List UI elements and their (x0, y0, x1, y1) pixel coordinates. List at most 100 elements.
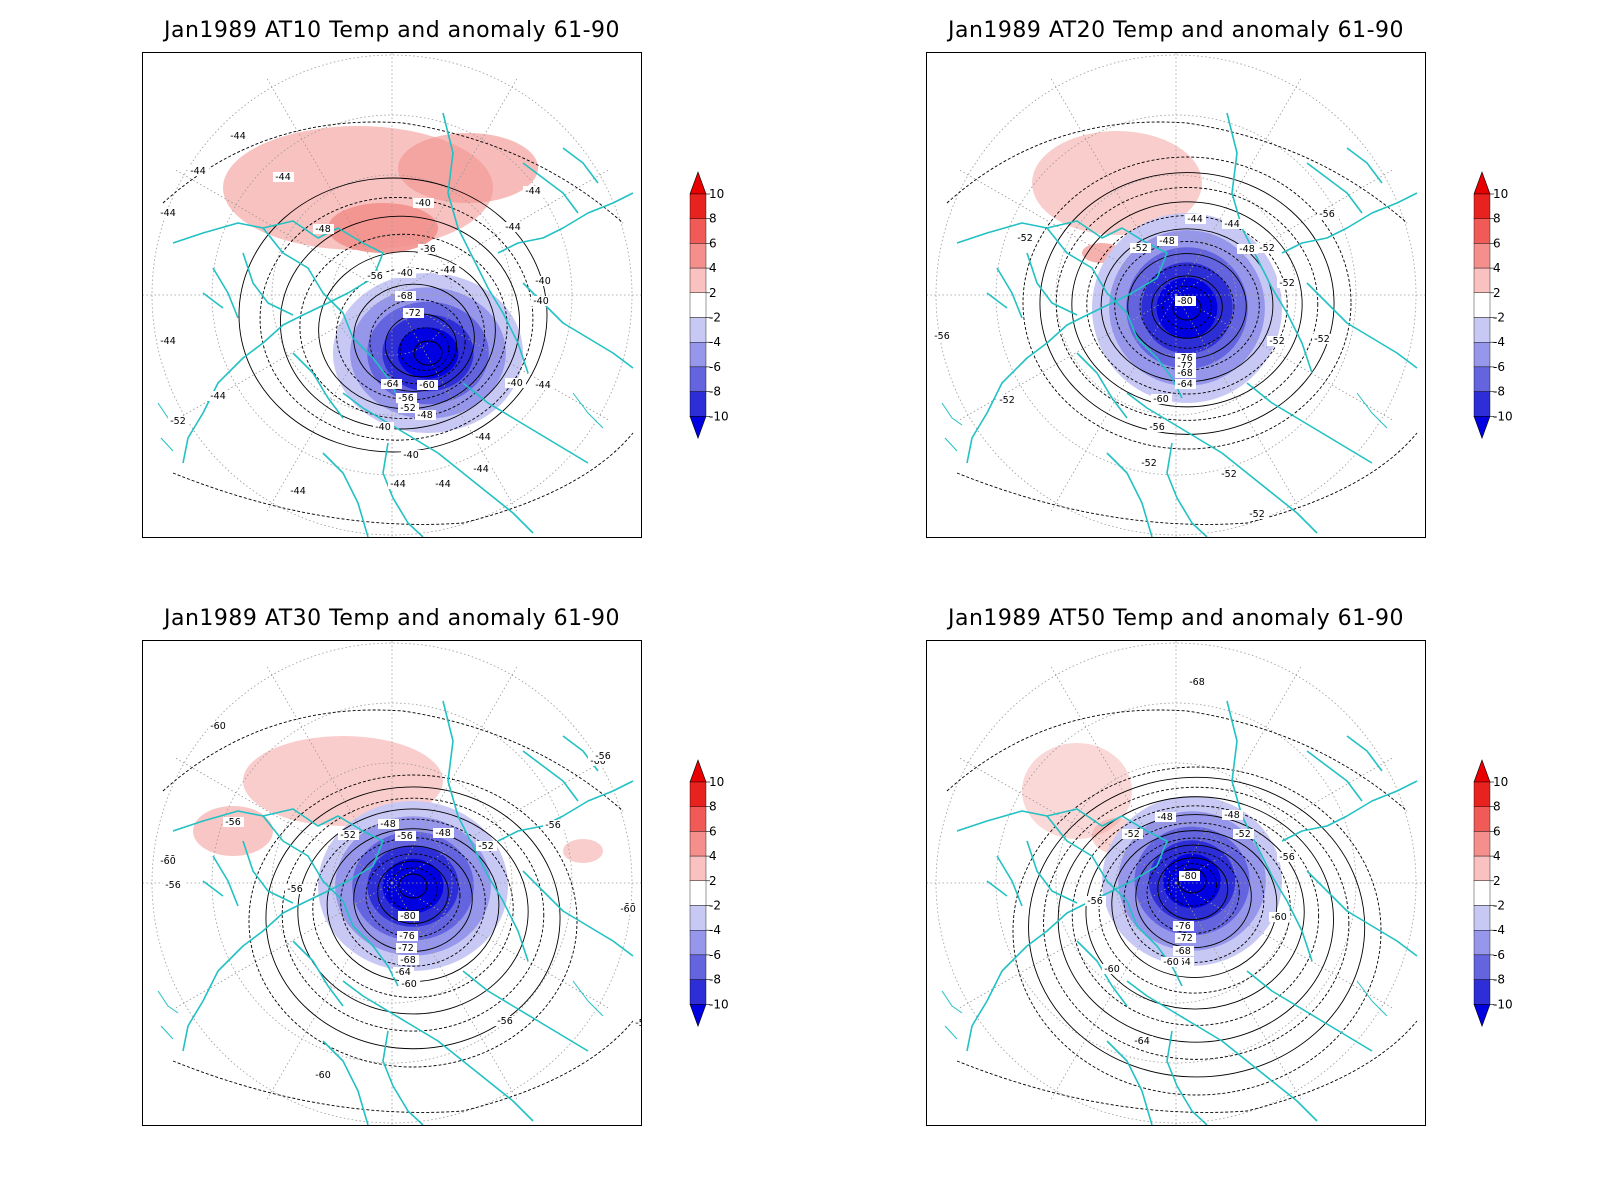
contour-label: -48 (435, 828, 451, 839)
colorbar-tick-label: -2 (709, 311, 721, 325)
colorbar-tick-label: -6 (1493, 360, 1505, 374)
colorbar-tick-label: -4 (1493, 923, 1505, 937)
contour-label: -52 (1017, 233, 1033, 244)
colorbar-tick-label: 4 (1493, 849, 1501, 863)
contour-label: -56 (497, 1016, 513, 1027)
colorbar-under-triangle (689, 1004, 707, 1028)
contour-label-bg (471, 464, 492, 474)
contour-label: -48 (1159, 236, 1175, 247)
contour-label: -64 (1134, 1036, 1150, 1047)
contour-label: -60 (1153, 394, 1169, 405)
contour-label: -52 (1279, 278, 1295, 289)
contour-label-bg (158, 856, 179, 866)
panel-title: Jan1989 AT50 Temp and anomaly 61-90 (947, 606, 1405, 631)
colorbar-segment (1473, 243, 1491, 269)
colorbar-tick-label: -6 (1493, 948, 1505, 962)
contour-label: -44 (275, 172, 291, 183)
contour-label: -52 (1249, 509, 1265, 520)
contour-label: -36 (420, 244, 436, 255)
contour-label-bg (533, 276, 554, 286)
contour-label: -80 (400, 911, 416, 922)
contour-label-bg (395, 291, 416, 301)
contour-label-bg (1277, 278, 1298, 288)
panel-title: Jan1989 AT30 Temp and anomaly 61-90 (163, 606, 621, 631)
map-svg: -60-60-60-56-52-48-56-48-52-56-56-60-56-… (143, 641, 641, 1125)
contour-label: -52 (1314, 334, 1330, 345)
contour-label-bg (495, 1016, 516, 1026)
contour-label: -48 (1224, 810, 1240, 821)
colorbar-tick-label: 4 (709, 849, 717, 863)
contour-label-bg (1173, 957, 1194, 967)
colorbar-segment (1473, 929, 1491, 956)
contour-label: -56 (545, 820, 561, 831)
contour-label-bg (313, 224, 334, 234)
contour-label: -72 (1177, 361, 1193, 372)
colorbar-segment (689, 929, 707, 956)
colorbar-over-triangle (1473, 759, 1491, 783)
contour-label-bg (505, 378, 526, 388)
contour-label-bg (1222, 219, 1243, 229)
contour-label-bg (415, 410, 436, 420)
contour-label: -80 (1177, 296, 1193, 307)
colorbar-tick-label: -4 (1493, 335, 1505, 349)
polar-map: -44 -44 -44 -44 -44 -40 -48 -36 -40 -56 -68 -72 -64 -… (142, 52, 642, 538)
contour-label: -56 (1279, 852, 1295, 863)
panel-title: Jan1989 AT10 Temp and anomaly 61-90 (163, 18, 621, 43)
contour-label-bg (1122, 829, 1143, 839)
colorbar-segment (1473, 391, 1491, 417)
contour-label-bg (1102, 964, 1123, 974)
contour-label-bg (476, 841, 497, 851)
contour-label: -56 (1319, 209, 1335, 220)
contour-label-bg (1187, 677, 1208, 687)
colorbar-tick-label: -10 (1493, 997, 1513, 1011)
contour-label: -68 (400, 955, 416, 966)
contour-label-bg (1161, 957, 1182, 967)
contour-label: -44 (473, 464, 489, 475)
colorbar-segment (1473, 267, 1491, 293)
contour-label-bg (403, 308, 424, 318)
colorbar-tick-label: -4 (709, 923, 721, 937)
contour-label-bg (1179, 871, 1200, 881)
warm-anomaly-area (328, 203, 438, 253)
contour-label: -52 (478, 841, 494, 852)
contour-label: -40 (403, 450, 419, 461)
colorbar-segment (1473, 218, 1491, 244)
colorbar-over-triangle (689, 759, 707, 783)
contour-label: -64 (395, 967, 411, 978)
contour-label: -44 (435, 479, 451, 490)
colorbar-tick-label: 8 (709, 212, 717, 226)
contour-label-bg (1233, 829, 1254, 839)
contour-label-bg (401, 450, 422, 460)
colorbar-tick-label: 6 (1493, 824, 1501, 838)
contour-label-bg (158, 208, 179, 218)
contour-label: -60 (1104, 964, 1120, 975)
contour-label-bg (413, 198, 434, 208)
coastlines (157, 700, 634, 1125)
colorbar-tick-label: 4 (709, 261, 717, 275)
colorbar-tick-label: -8 (709, 385, 721, 399)
contour-label-bg (208, 721, 229, 731)
colorbar-segment (689, 218, 707, 244)
contour-label-bg (1219, 469, 1240, 479)
colorbar-segment (1473, 292, 1491, 318)
contour-label-bg (168, 416, 189, 426)
colorbar-over-triangle (689, 171, 707, 195)
contour-label-bg (418, 244, 439, 254)
contour-label-bg (398, 955, 419, 965)
colorbar-segment (689, 391, 707, 417)
contour-label: -56 (635, 1018, 641, 1029)
colorbar-svg: 10 8 6 4 2 -2 -4 -6 -8 -10 (689, 759, 729, 1028)
contour-label-bg (473, 432, 494, 442)
contour-label-bg (1175, 379, 1196, 389)
colorbar-tick-label: 6 (709, 236, 717, 250)
contour-label: -56 (398, 393, 414, 404)
colorbar-segment (1473, 806, 1491, 832)
contour-label-bg (163, 880, 184, 890)
colorbar-segment (689, 292, 707, 318)
contour-label: -76 (1177, 353, 1193, 364)
contour-label: -60 (1163, 957, 1179, 968)
cold-anomaly-area (397, 327, 459, 379)
contour-label-bg (396, 393, 417, 403)
contour-label-bg (438, 265, 459, 275)
contour-label-bg (1185, 214, 1206, 224)
